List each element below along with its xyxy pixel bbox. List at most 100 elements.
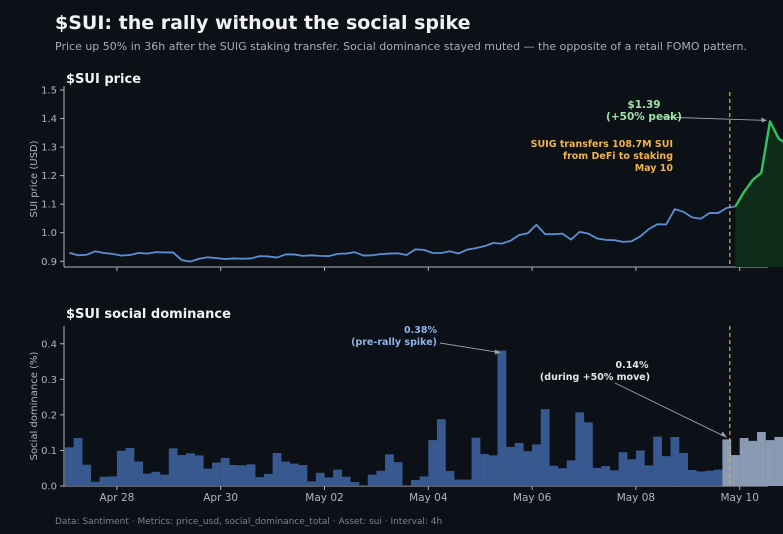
peak-note-annotation: (+50% peak) — [606, 111, 682, 123]
event-annotation-line2: from DeFi to staking — [563, 151, 673, 162]
social-ytick-label: 0.0 — [41, 482, 57, 493]
social-bar — [385, 454, 394, 486]
social-bar-recent — [739, 438, 749, 486]
event-annotation-line1: SUIG transfers 108.7M SUI — [531, 139, 673, 150]
social-bar — [203, 468, 213, 486]
social-ytick-label: 0.1 — [41, 446, 57, 457]
social-bar-recent — [722, 439, 732, 486]
social-bar — [523, 451, 533, 486]
social-bar — [367, 474, 377, 486]
price-ytick-label: 1.4 — [41, 114, 57, 125]
social-bar — [462, 479, 472, 486]
social-bar — [653, 436, 662, 486]
rally-line — [734, 120, 783, 208]
price-ytick-label: 1.0 — [41, 228, 57, 239]
social-bar — [627, 459, 637, 486]
social-bar — [601, 466, 611, 486]
chart-title: $SUI: the rally without the social spike — [55, 12, 471, 34]
social-bar — [532, 444, 541, 486]
social-ytick-label: 0.4 — [41, 339, 57, 350]
spike-note-annotation: (pre-rally spike) — [351, 337, 437, 348]
social-bar — [99, 476, 109, 486]
price-panel: $SUI price SUI price (USD) 0.9 1.0 1.1 1.2 1… — [29, 72, 783, 271]
social-xtick-label: Apr 30 — [203, 492, 238, 504]
social-bar — [90, 481, 100, 486]
social-bar — [445, 471, 455, 486]
social-bar — [618, 452, 628, 486]
muted-arrowhead — [720, 431, 727, 438]
social-bar — [134, 461, 143, 486]
social-bar — [497, 350, 507, 486]
social-bar — [116, 450, 126, 486]
social-xtick-label: May 06 — [513, 492, 552, 504]
social-bar — [705, 470, 714, 486]
social-bar — [168, 448, 178, 486]
social-bar — [592, 467, 602, 486]
social-bar — [263, 473, 273, 486]
social-panel-title: $SUI social dominance — [66, 307, 231, 322]
event-annotation-line3: May 10 — [635, 163, 674, 174]
social-bar — [540, 409, 550, 486]
social-bar — [566, 460, 576, 486]
social-bar — [687, 470, 697, 486]
social-bar — [393, 462, 403, 486]
social-bar — [635, 450, 645, 486]
social-xtick-label: Apr 28 — [99, 492, 134, 504]
social-bar — [298, 465, 308, 486]
social-bar — [558, 468, 567, 486]
social-bar — [125, 447, 135, 486]
social-bar — [255, 477, 265, 486]
social-bar — [679, 452, 688, 486]
price-marks — [69, 92, 783, 267]
social-xtick-label: May 02 — [305, 492, 343, 504]
social-bar — [324, 477, 334, 486]
social-bar — [272, 452, 282, 486]
spike-value-annotation: 0.38% — [404, 325, 437, 336]
social-bar-recent — [731, 455, 740, 486]
social-bar — [549, 465, 559, 486]
social-panel: $SUI social dominance Social dominance (… — [29, 307, 783, 504]
social-bar — [108, 476, 118, 486]
social-bar — [281, 461, 291, 486]
social-bar — [238, 465, 247, 486]
social-bar-recent — [748, 440, 758, 486]
muted-arrow — [614, 382, 727, 438]
muted-value-annotation: 0.14% — [616, 360, 649, 371]
social-bar — [341, 476, 351, 486]
social-bar — [609, 470, 619, 486]
social-bar — [376, 470, 386, 486]
price-ytick-label: 1.3 — [41, 143, 57, 154]
peak-value-annotation: $1.39 — [627, 99, 660, 111]
social-xtick-label: May 04 — [409, 492, 448, 504]
price-ytick-label: 1.1 — [41, 200, 57, 211]
social-bar — [246, 464, 256, 486]
social-bar — [186, 453, 195, 486]
chart-subtitle: Price up 50% in 36h after the SUIG staki… — [55, 40, 747, 53]
social-ylabel: Social dominance (%) — [29, 352, 40, 461]
spike-arrowhead — [494, 349, 501, 355]
social-bar — [65, 447, 74, 486]
social-bar — [411, 479, 420, 486]
social-bar — [506, 446, 515, 486]
social-bar — [402, 485, 412, 486]
social-bar — [229, 465, 239, 486]
social-bar — [713, 469, 723, 486]
social-xtick-label: May 10 — [720, 492, 758, 504]
social-bar — [212, 462, 221, 486]
social-bar — [436, 419, 446, 486]
social-bar — [194, 455, 204, 486]
social-bar — [142, 473, 152, 486]
peak-arrowhead — [760, 117, 767, 123]
chart-footer: Data: Santiment · Metrics: price_usd, so… — [55, 517, 443, 527]
social-bar — [696, 471, 706, 486]
social-ytick-label: 0.2 — [41, 410, 57, 421]
social-ytick-label: 0.3 — [41, 375, 57, 386]
social-bar-recent — [757, 431, 766, 486]
muted-note-annotation: (during +50% move) — [540, 372, 650, 383]
price-axes: 0.9 1.0 1.1 1.2 1.3 1.4 1.5 — [41, 86, 768, 271]
social-xtick-label: May 08 — [617, 492, 655, 504]
social-bar — [488, 455, 498, 486]
social-bar — [575, 412, 585, 486]
social-bar-recent — [765, 440, 775, 486]
